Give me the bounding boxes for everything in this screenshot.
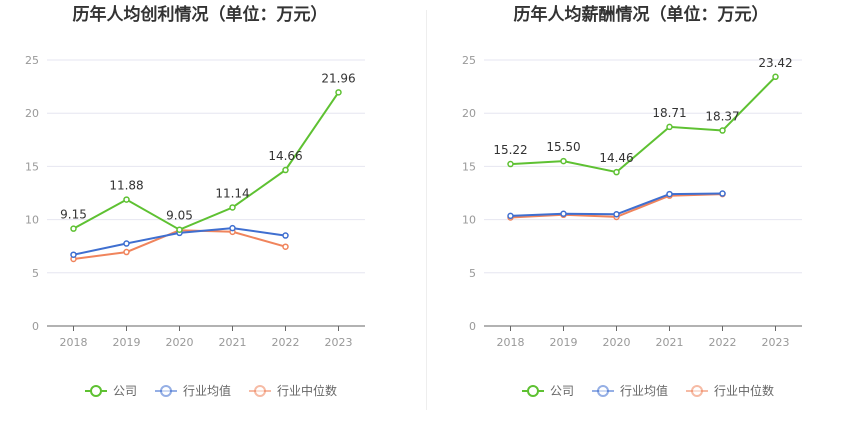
data-point xyxy=(123,196,130,203)
legend-label: 公司 xyxy=(113,384,137,398)
y-tick-label: 20 xyxy=(462,107,476,120)
chart-title: 历年人均薪酬情况（单位：万元） xyxy=(514,4,769,25)
series-line xyxy=(510,76,777,174)
x-tick-label: 2019 xyxy=(550,336,578,349)
panel-divider xyxy=(426,10,427,410)
data-label: 14.66 xyxy=(268,149,302,163)
data-point xyxy=(719,127,726,134)
y-tick-label: 5 xyxy=(469,267,476,280)
legend-marker xyxy=(527,385,539,397)
x-tick-label: 2021 xyxy=(656,336,684,349)
data-point xyxy=(507,160,514,168)
y-tick-label: 15 xyxy=(25,160,39,173)
data-point xyxy=(613,211,620,218)
data-label: 23.42 xyxy=(758,56,792,70)
data-point xyxy=(560,210,567,217)
y-tick-label: 15 xyxy=(462,160,476,173)
x-tick-label: 2018 xyxy=(60,336,88,349)
x-tick-label: 2023 xyxy=(325,336,353,349)
x-tick-label: 2019 xyxy=(113,336,141,349)
y-tick-label: 25 xyxy=(25,54,39,67)
legend-label: 行业中位数 xyxy=(714,383,774,398)
x-tick-label: 2020 xyxy=(603,336,631,349)
data-label: 14.46 xyxy=(599,151,633,165)
data-point xyxy=(613,168,620,176)
data-point xyxy=(123,248,130,256)
data-label: 11.14 xyxy=(215,186,249,200)
data-point xyxy=(560,157,567,165)
legend-label: 行业中位数 xyxy=(277,383,337,398)
profit-per-capita-chart: 历年人均创利情况（单位：万元） 0 5 10 15 20 25 2018 2019 2020 202… xyxy=(25,4,365,398)
data-point xyxy=(70,251,77,258)
y-tick-label: 0 xyxy=(32,320,39,333)
legend-item[interactable]: 行业中位数 xyxy=(249,383,337,398)
data-label: 9.05 xyxy=(166,209,193,223)
legend-item[interactable]: 公司 xyxy=(85,384,137,398)
data-point xyxy=(335,89,342,96)
legend-marker xyxy=(691,385,703,397)
legend-item[interactable]: 公司 xyxy=(522,384,574,398)
data-point xyxy=(772,73,779,81)
legend-label: 行业均值 xyxy=(183,383,231,398)
x-tick-label: 2020 xyxy=(166,336,194,349)
legend-item[interactable]: 行业中位数 xyxy=(686,383,774,398)
legend-label: 公司 xyxy=(550,384,574,398)
legend-marker xyxy=(90,385,102,397)
y-tick-label: 0 xyxy=(469,320,476,333)
x-tick-label: 2022 xyxy=(709,336,737,349)
legend-item[interactable]: 行业均值 xyxy=(592,383,668,398)
legend-marker xyxy=(160,385,172,397)
y-tick-label: 5 xyxy=(32,267,39,280)
y-tick-label: 25 xyxy=(462,54,476,67)
data-point xyxy=(666,123,673,131)
data-point xyxy=(719,190,726,197)
data-point xyxy=(70,225,77,232)
y-tick-label: 10 xyxy=(25,214,39,227)
y-tick-label: 10 xyxy=(462,214,476,227)
chart-panel-profit-per-capita: 历年人均创利情况（单位：万元） 0 5 10 15 20 25 2018 2019 2020 202… xyxy=(0,0,425,437)
x-tick-label: 2021 xyxy=(219,336,247,349)
data-point xyxy=(282,166,289,174)
x-tick-label: 2018 xyxy=(497,336,525,349)
data-point xyxy=(666,190,673,198)
legend-item[interactable]: 行业均值 xyxy=(155,383,231,398)
legend-label: 行业均值 xyxy=(620,383,668,398)
series-line xyxy=(73,91,340,231)
data-point xyxy=(282,232,289,239)
data-label: 21.96 xyxy=(321,71,355,85)
y-tick-label: 20 xyxy=(25,107,39,120)
data-point xyxy=(229,204,236,211)
data-point xyxy=(282,243,289,250)
data-point xyxy=(123,240,130,247)
data-label: 18.37 xyxy=(705,110,739,124)
data-point xyxy=(507,212,514,220)
x-tick-label: 2022 xyxy=(272,336,300,349)
data-point xyxy=(229,224,236,232)
salary-per-capita-chart: 历年人均薪酬情况（单位：万元） 0 5 10 15 20 25 2018 2019 2020 202… xyxy=(462,4,802,398)
data-label: 11.88 xyxy=(109,179,143,193)
data-label: 9.15 xyxy=(60,208,87,222)
legend-marker xyxy=(254,385,266,397)
data-label: 15.50 xyxy=(546,140,580,154)
x-tick-label: 2023 xyxy=(762,336,790,349)
data-label: 15.22 xyxy=(493,143,527,157)
chart-panel-salary-per-capita: 历年人均薪酬情况（单位：万元） 0 5 10 15 20 25 2018 2019 2020 202… xyxy=(425,0,850,437)
chart-title: 历年人均创利情况（单位：万元） xyxy=(73,4,328,25)
data-label: 18.71 xyxy=(652,106,686,120)
legend-marker xyxy=(597,385,609,397)
data-point xyxy=(176,226,183,233)
